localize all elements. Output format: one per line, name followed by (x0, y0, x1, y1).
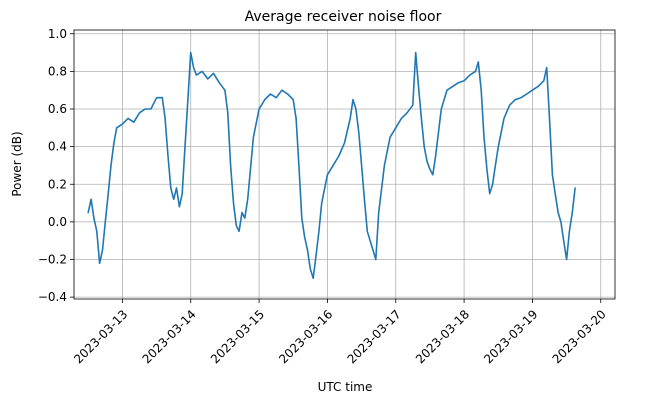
x-tick-label: 2023-03-15 (208, 307, 267, 366)
x-tick-label: 2023-03-19 (481, 307, 540, 366)
y-tick-label: 0.2 (48, 177, 67, 191)
y-tick-label: 0.8 (48, 64, 67, 78)
x-tick-label: 2023-03-17 (345, 307, 404, 366)
series-line-0 (87, 51, 576, 280)
chart-title: Average receiver noise floor (245, 9, 442, 25)
y-tick-label: −0.2 (38, 252, 67, 266)
series-layer (87, 51, 576, 280)
plot-frame (73, 29, 616, 300)
y-tick-label: 0.6 (48, 102, 67, 116)
y-axis-ticks: −0.4 −0.2 0.0 0.2 0.4 0.6 0.8 1.0 (38, 27, 74, 304)
x-tick-label: 2023-03-14 (140, 307, 199, 366)
x-tick-label: 2023-03-13 (71, 307, 130, 366)
x-axis-ticks: 2023-03-13 2023-03-14 2023-03-15 2023-03-16… (71, 299, 609, 366)
x-tick-label: 2023-03-16 (276, 307, 335, 366)
y-tick-label: 1.0 (48, 27, 67, 41)
grid (74, 30, 615, 299)
x-tick-label: 2023-03-20 (550, 307, 609, 366)
y-tick-label: −0.4 (38, 290, 67, 304)
y-axis-label: Power (dB) (10, 131, 24, 196)
y-tick-label: 0.0 (48, 215, 67, 229)
y-tick-label: 0.4 (48, 140, 67, 154)
x-tick-label: 2023-03-18 (413, 307, 472, 366)
x-axis-label: UTC time (318, 380, 373, 394)
